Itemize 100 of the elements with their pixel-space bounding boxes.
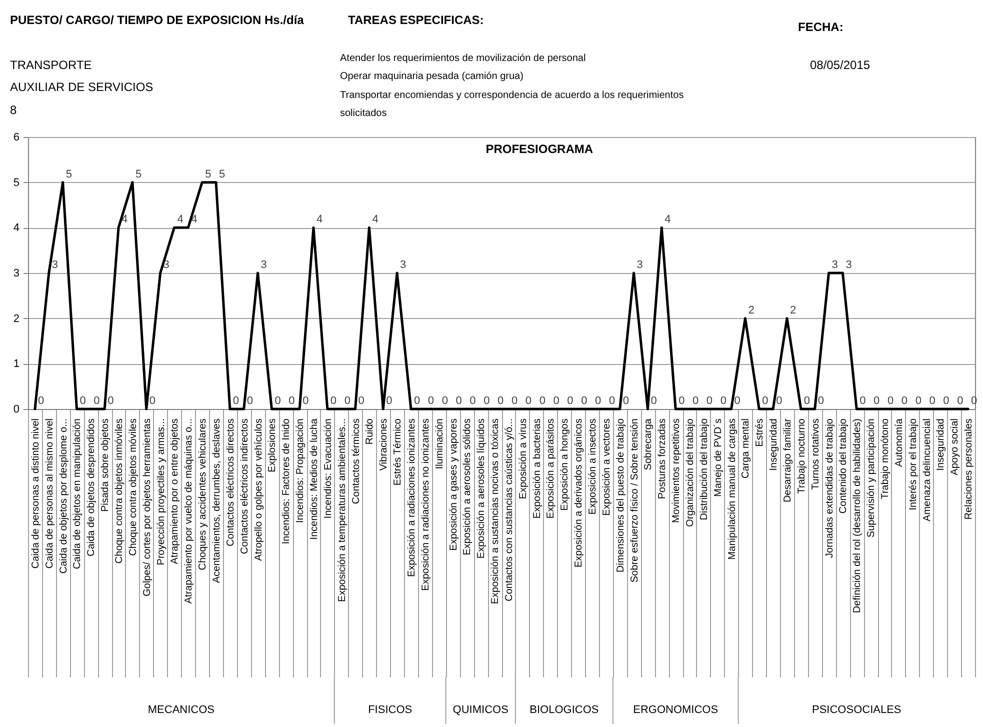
- x-tick-label: Atrapamiento por vuelco de máquinas o...: [184, 418, 195, 604]
- data-label: 0: [553, 395, 560, 407]
- data-label: 5: [205, 168, 212, 180]
- x-tick-label: Sobre esfuerzo físico / Sobre tensión: [629, 418, 640, 582]
- data-label: 0: [622, 395, 629, 407]
- data-label: 0: [901, 395, 908, 407]
- x-tick-label: Proyección proyectiles y armas...: [156, 418, 167, 566]
- x-tick-label: Choque contra objetos móviles: [128, 418, 139, 556]
- x-tick-label: Exposición a vectores: [601, 418, 612, 516]
- data-label: 0: [957, 395, 964, 407]
- text: PSICOSOCIALES: [812, 704, 902, 716]
- x-tick-label: Iluminación: [434, 418, 446, 470]
- x-tick-label: Choques y accidentes vehiculares: [198, 418, 209, 570]
- x-tick-label: Movimientos repetitivos: [671, 418, 682, 523]
- x-tick-label: Exposición a aerosoles sólidos: [462, 418, 474, 556]
- x-tick-label: Exposición a derivados orgánicos: [574, 418, 585, 568]
- x-tick-label: Carga mental: [740, 418, 752, 479]
- x-tick-label: Definición del rol (desarrollo de habilidades): [852, 418, 864, 614]
- data-label: 0: [915, 395, 922, 407]
- data-label: 4: [664, 214, 671, 226]
- data-label: 0: [302, 395, 309, 407]
- x-tick-label: Trabajo monótono: [880, 418, 891, 500]
- data-label: 0: [330, 395, 337, 407]
- y-tick-label: 0: [13, 404, 20, 416]
- data-label: 0: [484, 395, 490, 407]
- x-tick-label: Atrapamiento por o entre objetos: [170, 418, 181, 564]
- x-tick-label: Atropello o golpes por vehículos: [253, 418, 264, 561]
- x-tick-label: Distribución del trabajo: [698, 418, 710, 520]
- data-label: 0: [511, 395, 518, 407]
- x-tick-label: Exposición a temperaturas ambientales...: [336, 418, 348, 602]
- text: ERGONOMICOS: [633, 704, 718, 716]
- x-tick-label: Exposición a radiaciones ionizantes: [406, 418, 418, 577]
- text: BIOLOGICOS: [530, 704, 599, 716]
- data-label: 0: [706, 395, 713, 407]
- x-tick-label: Explosiones: [267, 418, 278, 472]
- data-label: 5: [66, 168, 72, 180]
- data-label: 0: [692, 395, 699, 407]
- data-label: 0: [860, 395, 866, 407]
- text: TRANSPORTE: [10, 58, 92, 72]
- data-label: 0: [608, 395, 616, 407]
- x-tick-label: Estrés Térmico: [392, 418, 404, 486]
- data-label: 0: [428, 395, 434, 407]
- text: QUIMICOS: [452, 704, 508, 716]
- line-series: [34, 181, 970, 410]
- data-label: 0: [344, 395, 350, 407]
- data-label: 0: [887, 395, 894, 407]
- x-tick-label: Golpes/ cortes por objetos herramientas: [142, 418, 153, 596]
- data-label: 0: [108, 395, 114, 407]
- y-tick-label: 3: [13, 268, 20, 280]
- x-tick-label: Apoyo social: [950, 418, 961, 476]
- data-label: 4: [177, 214, 184, 226]
- data-label: 3: [52, 259, 58, 271]
- data-label: 0: [498, 395, 504, 407]
- data-label: 0: [734, 395, 740, 407]
- data-label: 0: [929, 395, 936, 407]
- text: FECHA:: [798, 20, 844, 34]
- x-tick-label: Desarraigo familiar: [782, 418, 794, 502]
- x-tick-label: Exposición a parásitos: [546, 418, 557, 519]
- x-tick-label: Turnos rotativos: [810, 418, 822, 490]
- x-tick-label: Trabajo nocturno: [796, 418, 808, 494]
- data-label: 5: [135, 168, 142, 180]
- x-tick-label: Exposición a sustancias nocivas o tóxicas: [490, 418, 502, 604]
- x-tick-label: Ruido: [364, 418, 376, 445]
- data-label: 2: [748, 304, 754, 316]
- text: MECANICOS: [148, 704, 215, 716]
- data-label: 0: [38, 395, 44, 407]
- text: Transportar encomiendas y correspondencia de acuerdo a los requerimientos: [340, 90, 684, 101]
- data-label: 3: [636, 259, 643, 271]
- x-tick-label: Dimensiones del puesto de trabajo: [615, 418, 626, 572]
- x-tick-label: Estrés: [754, 418, 766, 447]
- x-tick-label: Incendios: Factores de Inido: [281, 418, 292, 544]
- x-tick-label: Autonomía: [894, 418, 905, 467]
- x-tick-label: Manipulación manual de cargas: [726, 418, 738, 560]
- data-label: 0: [442, 395, 448, 407]
- x-tick-label: Relaciones personales: [964, 418, 975, 520]
- x-tick-label: Contactos eléctricos indirectos: [239, 418, 250, 554]
- x-tick-label: Inseguridad: [768, 418, 780, 471]
- text: 08/05/2015: [810, 58, 870, 72]
- x-tick-label: Exposición a gases y vapores: [448, 418, 460, 551]
- x-tick-label: Jornadas extendidas de trabajo: [824, 418, 836, 558]
- data-label: 0: [776, 395, 782, 407]
- text: FISICOS: [368, 704, 412, 716]
- data-label: 0: [288, 395, 295, 407]
- x-tick-label: Amenaza delincuencial: [922, 418, 933, 522]
- data-label: 0: [595, 395, 602, 407]
- y-tick-label: 5: [13, 176, 20, 189]
- data-label: 0: [943, 395, 950, 407]
- x-tick-label: Exposición a radiaciones no ionizantes: [420, 418, 432, 591]
- x-tick-label: Exposición a bacterias: [532, 418, 543, 519]
- data-label: 3: [832, 259, 838, 271]
- data-label: 0: [581, 395, 588, 407]
- x-tick-label: Exposición a aerosoles líquidos: [476, 418, 488, 559]
- data-label: 4: [316, 214, 323, 226]
- data-label: 0: [539, 395, 546, 407]
- x-tick-label: Exposición a hongos: [560, 418, 571, 511]
- x-tick-label: Exposición a insectos: [588, 418, 599, 515]
- x-tick-label: Contactos térmicos: [350, 418, 362, 504]
- text: TAREAS ESPECIFICAS:: [348, 13, 484, 27]
- text: solicitados: [340, 108, 387, 119]
- data-label: 0: [818, 395, 824, 407]
